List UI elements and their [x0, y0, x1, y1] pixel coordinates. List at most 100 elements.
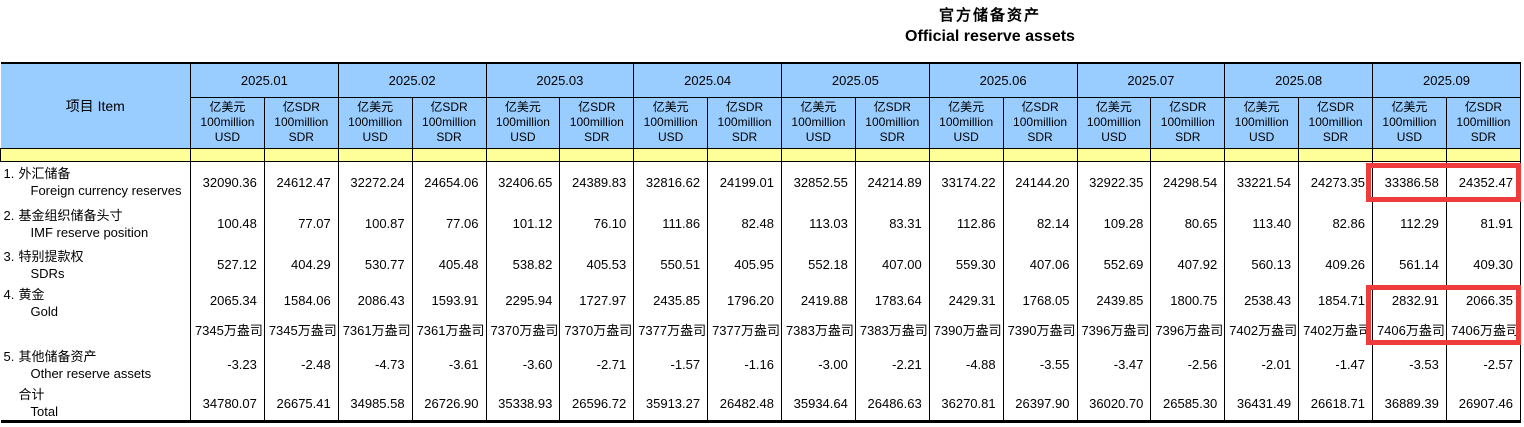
yellow-spacer-cell: [1372, 147, 1447, 162]
value-cell-total-2025.04-sdr: 26482.48: [707, 386, 782, 423]
value-cell-imf-reserve-position-2025.06-sdr: 82.14: [1002, 203, 1078, 244]
item-label-line-zh: 1. 外汇储备: [4, 165, 191, 182]
unit-header-sdr: 亿SDR 100million SDR: [854, 96, 930, 149]
value-cell-other-reserve-assets-2025.06-sdr: -3.55: [1002, 343, 1078, 386]
value-cell-total-2025.03-sdr: 26596.72: [559, 386, 635, 423]
month-header-2025.08: 2025.08: [1224, 62, 1373, 98]
value-cell-imf-reserve-position-2025.09-usd: 112.29: [1372, 203, 1447, 244]
table-row-imf-reserve-position: 2. 基金组织储备头寸 IMF reserve position 100.48 77.0…: [0, 203, 1522, 244]
item-label-other-reserve-assets: 5. 其他储备资产 Other reserve assets: [0, 343, 191, 386]
value-cell-total-2025.08-usd: 36431.49: [1224, 386, 1300, 423]
value-cell-total-2025.05-sdr: 26486.63: [854, 386, 930, 423]
value-cell-imf-reserve-position-2025.04-sdr: 82.48: [707, 203, 782, 244]
item-number: 3.: [3, 248, 15, 264]
value-cell-imf-reserve-position-2025.08-sdr: 82.86: [1298, 203, 1373, 244]
value-cell-total-2025.04-usd: 35913.27: [633, 386, 709, 423]
item-name-en: IMF reserve position: [30, 224, 149, 240]
value-cell-other-reserve-assets-2025.03-usd: -3.60: [485, 343, 561, 386]
month-header-2025.07: 2025.07: [1076, 62, 1226, 98]
value-cell-foreign-currency-reserves-2025.07-sdr: 24298.54: [1150, 161, 1226, 203]
yellow-spacer-cell: [1224, 147, 1300, 162]
value-cell-foreign-currency-reserves-2025.06-usd: 33174.22: [928, 161, 1004, 203]
ounce-cell-2025.05-sdr: 7383万盎司: [854, 315, 930, 343]
ounce-cell-2025.02-usd: 7361万盎司: [337, 315, 413, 343]
item-name-zh: 其他储备资产: [18, 348, 97, 364]
value-cell-other-reserve-assets-2025.01-usd: -3.23: [190, 343, 265, 386]
value-cell-total-2025.05-usd: 35934.64: [781, 386, 856, 423]
unit-header-sdr: 亿SDR 100million SDR: [707, 96, 782, 149]
yellow-spacer-cell: [190, 147, 265, 162]
value-cell-sdrs-2025.07-sdr: 407.92: [1150, 244, 1226, 285]
value-cell-gold-2025.01-usd: 2065.34: [190, 285, 265, 315]
unit-header-usd: 亿美元 100million USD: [1076, 96, 1152, 149]
unit-header-sdr: 亿SDR 100million SDR: [1002, 96, 1078, 149]
value-cell-imf-reserve-position-2025.05-usd: 113.03: [781, 203, 856, 244]
yellow-spacer-cell: [0, 147, 191, 162]
value-cell-sdrs-2025.01-usd: 527.12: [190, 244, 265, 285]
value-cell-foreign-currency-reserves-2025.03-usd: 32406.65: [485, 161, 561, 203]
item-number: 2.: [3, 207, 15, 223]
value-cell-total-2025.06-usd: 36270.81: [928, 386, 1004, 423]
value-cell-sdrs-2025.09-usd: 561.14: [1372, 244, 1447, 285]
ounce-cell-2025.04-sdr: 7377万盎司: [707, 315, 782, 343]
yellow-spacer-cell: [928, 147, 1004, 162]
value-cell-other-reserve-assets-2025.02-sdr: -3.61: [411, 343, 487, 386]
ounce-cell-2025.02-sdr: 7361万盎司: [411, 315, 487, 343]
value-cell-foreign-currency-reserves-2025.05-usd: 32852.55: [781, 161, 856, 203]
item-name-en: Foreign currency reserves: [30, 183, 182, 199]
ounce-cell-2025.06-usd: 7390万盎司: [928, 315, 1004, 343]
item-label-line-zh: 4. 黄金: [4, 286, 191, 303]
value-cell-imf-reserve-position-2025.07-usd: 109.28: [1076, 203, 1152, 244]
value-cell-gold-2025.05-usd: 2419.88: [781, 285, 856, 315]
value-cell-total-2025.07-sdr: 26585.30: [1150, 386, 1226, 423]
value-cell-gold-2025.01-sdr: 1584.06: [263, 285, 339, 315]
value-cell-sdrs-2025.07-usd: 552.69: [1076, 244, 1152, 285]
value-cell-sdrs-2025.09-sdr: 409.30: [1445, 244, 1522, 285]
value-cell-foreign-currency-reserves-2025.02-sdr: 24654.06: [411, 161, 487, 203]
item-label-line-zh: 合计: [4, 386, 191, 403]
value-cell-imf-reserve-position-2025.09-sdr: 81.91: [1445, 203, 1522, 244]
value-cell-foreign-currency-reserves-2025.05-sdr: 24214.89: [854, 161, 930, 203]
item-number: 1.: [3, 166, 15, 182]
value-cell-imf-reserve-position-2025.04-usd: 111.86: [633, 203, 709, 244]
month-header-2025.09: 2025.09: [1372, 62, 1521, 98]
value-cell-gold-2025.09-usd: 2832.91: [1372, 285, 1447, 315]
value-cell-imf-reserve-position-2025.01-usd: 100.48: [190, 203, 265, 244]
table-row-sdrs: 3. 特别提款权 SDRs 527.12 404.29 530.77 405.48 538.8…: [0, 244, 1522, 285]
yellow-spacer-cell: [707, 147, 782, 162]
yellow-spacer-cell: [1445, 147, 1522, 162]
item-name-en: SDRs: [30, 265, 65, 281]
value-cell-foreign-currency-reserves-2025.02-usd: 32272.24: [337, 161, 413, 203]
value-cell-imf-reserve-position-2025.03-usd: 101.12: [485, 203, 561, 244]
yellow-spacer-cell: [411, 147, 487, 162]
value-cell-total-2025.09-usd: 36889.39: [1372, 386, 1447, 423]
value-cell-other-reserve-assets-2025.07-usd: -3.47: [1076, 343, 1152, 386]
ounce-cell-2025.03-usd: 7370万盎司: [485, 315, 561, 343]
month-header-2025.02: 2025.02: [337, 62, 487, 98]
item-label-imf-reserve-position: 2. 基金组织储备头寸 IMF reserve position: [0, 203, 191, 244]
page-title-en: Official reserve assets: [905, 28, 1075, 45]
value-cell-other-reserve-assets-2025.04-usd: -1.57: [633, 343, 709, 386]
ounce-cell-2025.01-usd: 7345万盎司: [190, 315, 265, 343]
table-row-foreign-currency-reserves: 1. 外汇储备 Foreign currency reserves 32090.36 2…: [0, 161, 1522, 203]
page-title: 官方储备资产 Official reserve assets: [740, 5, 1240, 47]
yellow-spacer-cell: [781, 147, 856, 162]
unit-header-sdr: 亿SDR 100million SDR: [1150, 96, 1226, 149]
ounce-cell-2025.05-usd: 7383万盎司: [781, 315, 856, 343]
value-cell-imf-reserve-position-2025.06-usd: 112.86: [928, 203, 1004, 244]
item-name-zh: 黄金: [18, 287, 45, 302]
value-cell-other-reserve-assets-2025.01-sdr: -2.48: [263, 343, 339, 386]
ounce-cell-2025.09-sdr: 7406万盎司: [1445, 315, 1522, 343]
value-cell-imf-reserve-position-2025.01-sdr: 77.07: [263, 203, 339, 244]
item-name-zh: 基金组织储备头寸: [18, 207, 123, 223]
yellow-spacer-cell: [485, 147, 561, 162]
yellow-spacer-cell: [1002, 147, 1078, 162]
value-cell-gold-2025.09-sdr: 2066.35: [1445, 285, 1522, 315]
yellow-spacer-cell: [1076, 147, 1152, 162]
item-label-line-zh: 2. 基金组织储备头寸: [4, 207, 191, 224]
value-cell-sdrs-2025.02-sdr: 405.48: [411, 244, 487, 285]
month-header-2025.01: 2025.01: [190, 62, 339, 98]
value-cell-sdrs-2025.03-usd: 538.82: [485, 244, 561, 285]
item-label-gold: 4. 黄金 Gold: [0, 285, 191, 343]
official-reserve-assets-table: 项目 Item 2025.01 2025.02 2025.03 2025.04 2025.…: [0, 62, 1522, 423]
